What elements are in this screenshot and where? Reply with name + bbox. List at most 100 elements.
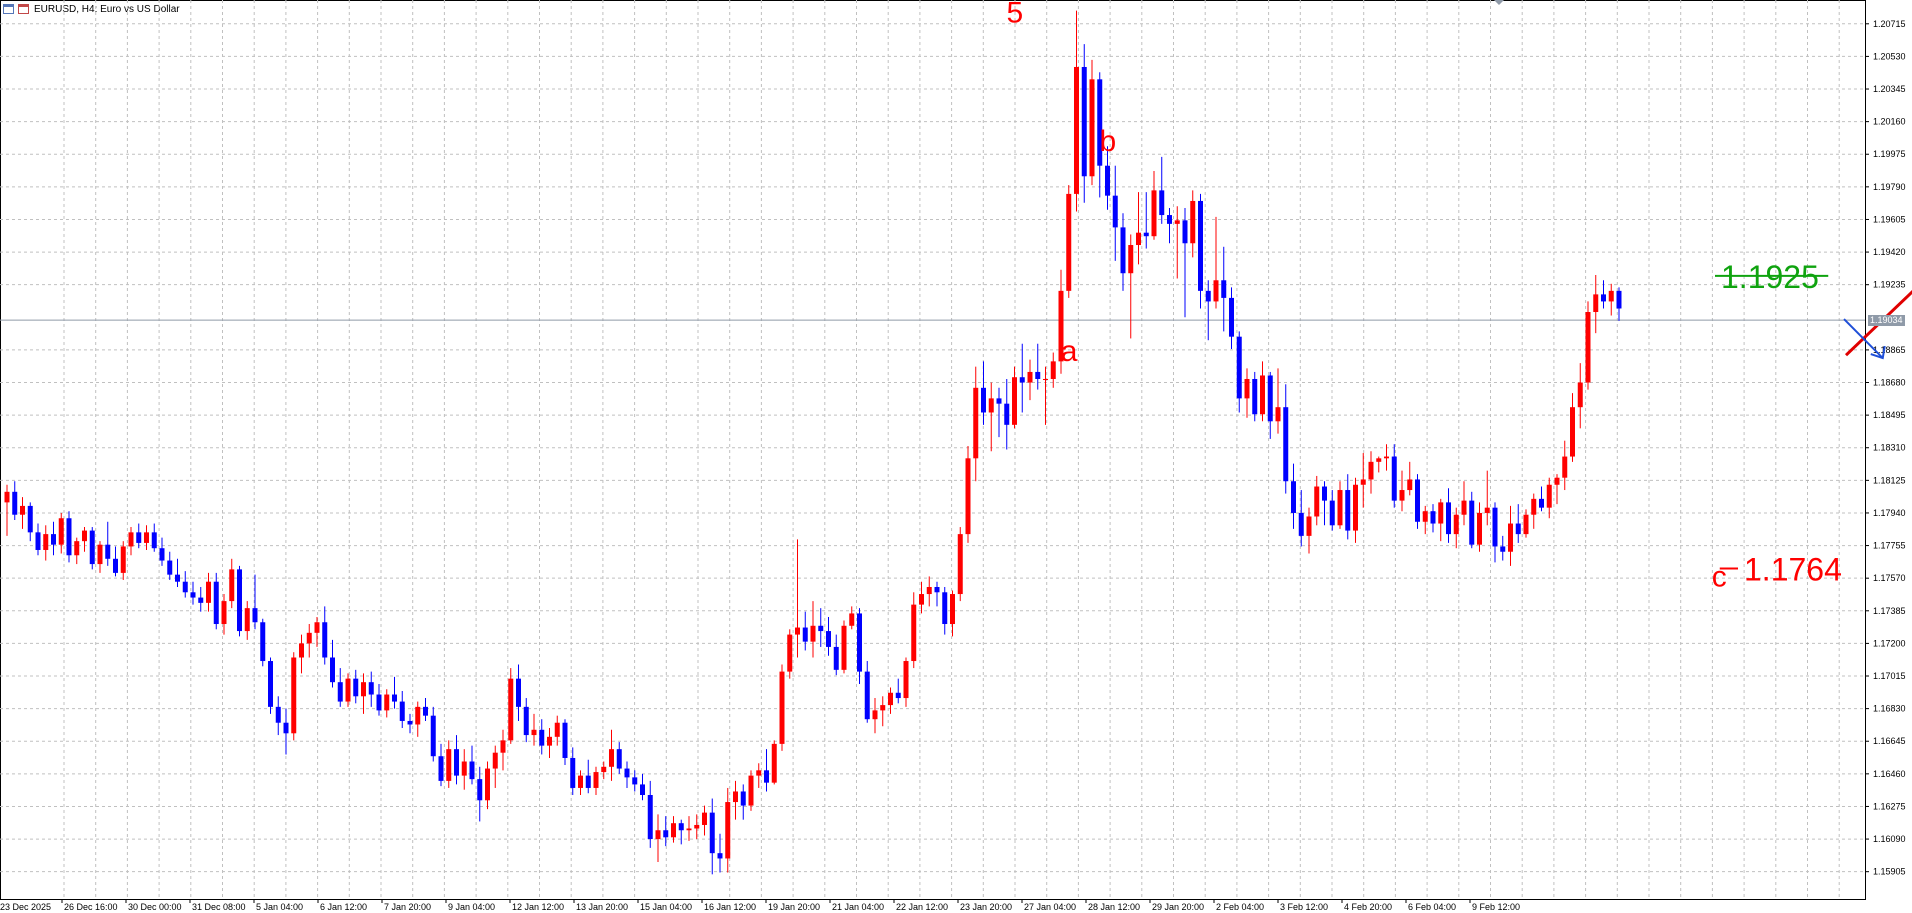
candle [1500,535,1506,561]
candle-body [787,634,793,672]
candle [1446,488,1451,543]
candle-body [1492,507,1498,547]
candle-body [857,613,862,672]
candle-body [1546,484,1552,508]
candle [957,527,963,602]
candle-body [1267,375,1273,422]
candle [640,773,645,801]
candle-body [903,661,909,699]
candle [454,735,459,785]
candle [1430,504,1436,533]
chart-type-icon[interactable] [18,4,29,14]
x-tick-label: 12 Jan 12:00 [512,902,564,912]
y-tick-label: 1.19790 [1873,182,1906,192]
candle [306,624,312,658]
candle [322,606,328,665]
candle [1601,280,1606,309]
candle-body [268,661,273,707]
candle [802,611,808,651]
x-tick-label: 31 Dec 08:00 [192,902,246,912]
candle [353,669,359,704]
candle-body [1446,502,1451,535]
candle-body [1422,511,1428,522]
candle [1019,343,1025,413]
candle [903,657,909,707]
candle-body [314,622,320,633]
candle-body [1291,481,1296,513]
candle-body [1508,523,1513,552]
candle [430,706,436,762]
candle-body [1275,407,1281,422]
candle-body [500,740,506,753]
candle-body [779,671,785,744]
candle [128,527,134,556]
candle-body [988,398,994,413]
projection-arrow-line [1844,290,1912,357]
candle-body [678,823,684,831]
candle [1306,507,1312,554]
candle [1399,470,1405,512]
candle [539,719,545,755]
x-tick-label: 29 Jan 20:00 [1152,902,1204,912]
candle [872,698,878,734]
candle [981,361,986,425]
candle-body [1376,458,1382,462]
candle-body [120,546,126,573]
candle [175,558,180,587]
candle-body [1601,294,1606,302]
candle [229,558,235,609]
candle [702,805,707,836]
candle [841,620,847,674]
candle [624,761,630,788]
candle-body [601,766,607,773]
candle [1508,505,1513,566]
candle-body [175,574,180,582]
candle-body [748,775,754,806]
candle-body [20,505,25,515]
candle-body [562,722,568,758]
candle-body [58,518,64,545]
candle [647,780,653,848]
candle-body [1539,498,1544,508]
candle [260,618,266,667]
candle-body [392,694,397,702]
x-tick-label: 23 Dec 2025 [0,902,51,912]
wave-label: a [1061,335,1078,368]
candle-body [190,592,196,598]
candle [849,606,855,630]
candle-body [1066,193,1072,291]
candle-body [1407,479,1413,491]
candle-body [128,532,134,547]
candle [12,481,18,521]
candle [733,780,738,820]
candle-body [159,548,165,561]
candle [1081,44,1087,203]
candle [748,770,754,811]
candle [1492,502,1498,563]
candle-body [213,581,219,625]
candle-body [306,632,312,644]
candle-body [1097,79,1103,166]
candle-body [1136,232,1141,246]
candle [1554,474,1560,505]
candle-body [384,694,390,711]
candle [1616,287,1622,321]
candle [663,816,669,847]
candle [779,664,785,751]
y-tick-label: 1.17570 [1873,573,1906,583]
x-tick-label: 22 Jan 12:00 [896,902,948,912]
y-axis: 1.20715 1.20530 1.20345 1.20160 1.19975 1.197… [0,19,1906,877]
candle-body [1004,403,1010,425]
candle [632,770,638,792]
candle-body [477,779,483,801]
candle [1143,192,1149,249]
chart-menu-icon[interactable] [3,4,14,14]
candle-body [1430,511,1436,524]
candle [1043,366,1048,425]
candle [1562,440,1568,491]
candle-body [593,772,599,788]
candle-body [1213,280,1219,302]
candle-body [926,586,932,595]
y-tick-label: 1.17755 [1873,541,1906,551]
